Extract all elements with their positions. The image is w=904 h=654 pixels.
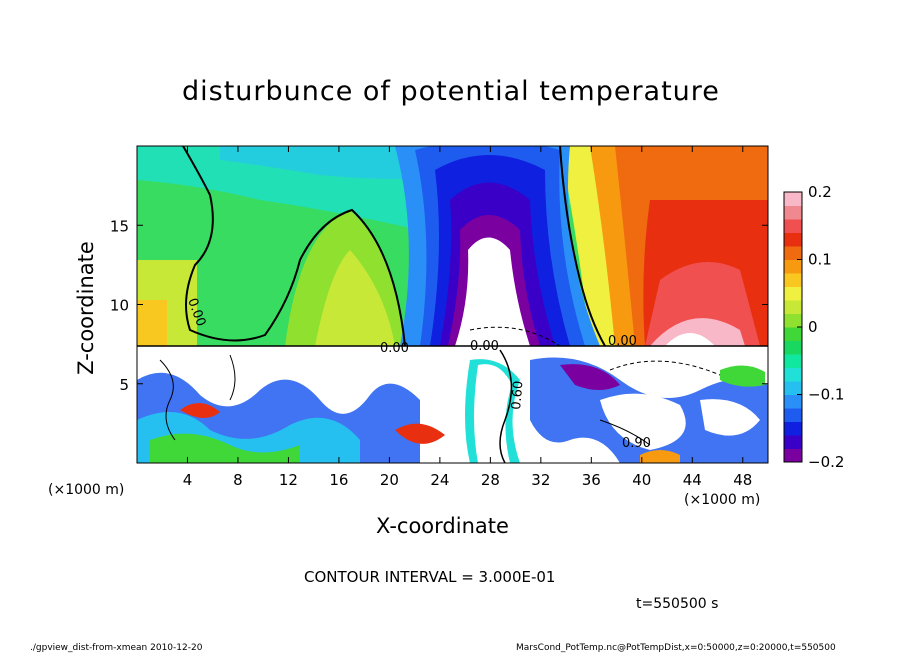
colorbar-band <box>784 246 802 260</box>
colorbar-tick-label: −0.2 <box>808 453 844 471</box>
x-tick-label: 28 <box>481 471 500 489</box>
colorbar-band <box>784 327 802 341</box>
x-tick-label: 48 <box>733 471 752 489</box>
colorbar-band <box>784 219 802 233</box>
contour-label: 0.00 <box>380 341 409 356</box>
colorbar-band <box>784 259 802 274</box>
contour-label: 0.90 <box>622 436 651 451</box>
field-lower-white-1 <box>600 393 686 450</box>
colorbar-tick-label: 0.2 <box>808 183 832 201</box>
colorbar <box>784 192 802 463</box>
y-axis-ticks: 5 10 15 <box>110 217 768 394</box>
field-lower-green-2 <box>720 365 765 387</box>
contour-dashed-1 <box>469 326 561 347</box>
x-unit-right: (×1000 m) <box>684 492 761 508</box>
y-axis-title: Z-coordinate <box>74 241 98 375</box>
chart-title: disturbunce of potential temperature <box>182 76 720 107</box>
colorbar-band <box>784 367 802 382</box>
field-lower-red-2 <box>395 423 445 444</box>
contour-lower-1 <box>499 349 513 463</box>
x-tick-label: 16 <box>329 471 348 489</box>
contour-labels: 0.000.00 0.00 0.000.600.90 <box>184 296 651 451</box>
x-tick-label: 36 <box>582 471 601 489</box>
time-stamp: t=550500 s <box>636 596 719 612</box>
colorbar-band <box>784 232 802 247</box>
field-lower-green-1 <box>150 433 300 463</box>
colorbar-band <box>784 394 802 409</box>
field-cold-core <box>455 237 530 346</box>
field-lower-red-1 <box>180 402 220 419</box>
contour-label: 0.60 <box>509 380 526 410</box>
colorbar-tick-label: −0.1 <box>808 386 844 404</box>
colorbar-tick-label: 0.1 <box>808 251 832 269</box>
colorbar-band <box>784 381 802 395</box>
x-tick-label: 8 <box>233 471 243 489</box>
contour-lower-3 <box>229 354 236 401</box>
footer-right: MarsCond_PotTemp.nc@PotTempDist,x=0:5000… <box>516 643 836 653</box>
colorbar-tick-label: 0 <box>808 318 818 336</box>
contour-label: 0.00 <box>470 339 499 354</box>
y-tick-label: 15 <box>110 217 129 235</box>
colorbar-band <box>784 192 802 206</box>
field-lower-orange <box>640 450 680 463</box>
contour-label: 0.00 <box>608 334 637 349</box>
x-tick-label: 4 <box>183 471 193 489</box>
x-tick-label: 20 <box>380 471 399 489</box>
colorbar-band <box>784 313 802 328</box>
x-tick-label: 24 <box>430 471 449 489</box>
footer-left: ./gpview_dist-from-xmean 2010-12-20 <box>30 643 203 653</box>
field-lower-white-2 <box>700 399 760 436</box>
colorbar-band <box>784 421 802 436</box>
colorbar-band <box>784 340 802 355</box>
colorbar-band <box>784 448 802 463</box>
contour-dashed-2 <box>609 360 721 376</box>
colorbar-ticks: 0.2 0.1 0 −0.1 −0.2 <box>797 183 844 471</box>
field-hill-yellow <box>315 250 395 346</box>
y-tick-label: 5 <box>119 376 129 394</box>
field-warm-5 <box>645 262 760 346</box>
colorbar-band <box>784 408 802 422</box>
colorbar-band <box>784 435 802 449</box>
field-warm-7 <box>665 333 715 346</box>
colorbar-band <box>784 205 802 220</box>
contour-lower-4 <box>599 419 651 446</box>
x-tick-label: 12 <box>279 471 298 489</box>
colorbar-band <box>784 300 802 314</box>
field-lower-purple-1 <box>560 364 620 390</box>
x-tick-label: 40 <box>632 471 651 489</box>
plot-area <box>137 146 768 463</box>
x-axis-title: X-coordinate <box>376 514 509 538</box>
contour-zero-left <box>182 146 406 347</box>
x-unit-left: (×1000 m) <box>48 482 125 498</box>
x-tick-label: 44 <box>683 471 702 489</box>
field-left-orange <box>137 300 167 350</box>
colorbar-band <box>784 354 802 368</box>
contour-lower-2 <box>159 359 176 441</box>
field-lower-white-3 <box>474 364 512 463</box>
x-axis-ticks: 4 8 12 16 20 24 28 32 36 40 44 48 <box>183 146 752 489</box>
y-tick-label: 10 <box>110 297 129 315</box>
colorbar-band <box>784 273 802 287</box>
contour-interval: CONTOUR INTERVAL = 3.000E-01 <box>304 568 556 586</box>
colorbar-band <box>784 286 802 301</box>
contour-zero-right <box>559 146 606 347</box>
x-tick-label: 32 <box>531 471 550 489</box>
